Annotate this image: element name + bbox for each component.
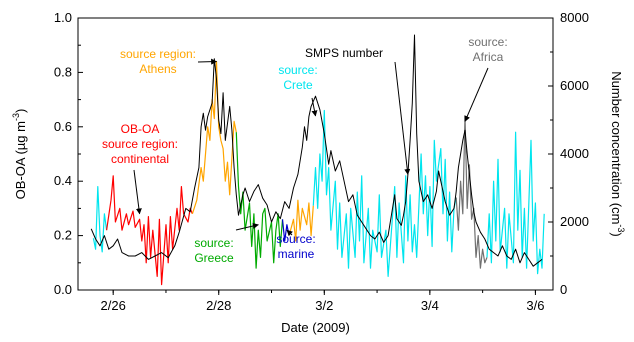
y-left-tick-label: 0.4 (54, 173, 72, 188)
x-tick-label: 3/6 (526, 298, 544, 313)
x-axis-label: Date (2009) (281, 320, 350, 335)
annotation-label: OB-OA source region: continental (102, 122, 178, 166)
annotation-arrow (311, 97, 318, 117)
y-right-tick-label: 2000 (560, 214, 589, 229)
y-right-axis-label: Number concentration (cm-3) (609, 71, 626, 237)
annotation-label: source: Africa (468, 35, 507, 64)
series-layer (90, 34, 545, 286)
smps-number-series-line (90, 34, 543, 267)
annotation-arrow (464, 67, 489, 122)
annotation-label: source: marine (276, 232, 315, 261)
ob-oa-series-segment-7 (312, 109, 457, 277)
ob-oa-series-segment-1 (92, 186, 108, 253)
ob-oa-series-segment-3 (191, 60, 237, 214)
annotation-label: source: Crete (278, 63, 317, 92)
annotation-arrow (286, 229, 293, 237)
annotation-arrow (394, 61, 411, 175)
y-left-tick-label: 1.0 (54, 10, 72, 25)
y-right-tick-label: 6000 (560, 78, 589, 93)
y-left-tick-label: 0.2 (54, 228, 72, 243)
annotation-label: source region: Athens (120, 47, 196, 76)
y-left-tick-label: 0.8 (54, 64, 72, 79)
ob-oa-series-segment-6 (288, 199, 314, 242)
annotation-arrow (133, 169, 142, 215)
ob-oa-series-segment-8 (455, 115, 488, 269)
x-tick-label: 2/28 (206, 298, 231, 313)
annotation-arrow (235, 223, 259, 231)
ob-oa-series-segment-4 (235, 132, 284, 269)
x-tick-label: 2/26 (101, 298, 126, 313)
y-right-tick-label: 0 (560, 282, 567, 297)
y-right-tick-label: 8000 (560, 10, 589, 25)
axes: 0.0 0.2 0.4 0.6 0.8 1.0 0 2000 4000 6000 8000 2/26 2… (11, 10, 626, 335)
ob-oa-series-segment-9 (486, 131, 545, 275)
y-right-tick-label: 4000 (560, 146, 589, 161)
y-left-tick-label: 0.6 (54, 119, 72, 134)
x-tick-label: 3/2 (315, 298, 333, 313)
annotations: OB-OA source region: continental source reg… (102, 35, 508, 265)
ob-oa-series-segment-2 (106, 175, 193, 286)
y-left-tick-label: 0.0 (54, 282, 72, 297)
annotation-label: source: Greece (194, 236, 234, 265)
x-tick-label: 3/4 (421, 298, 439, 313)
annotation-label: SMPS number (305, 46, 383, 60)
y-left-axis-label: OB-OA (µg m-3) (11, 109, 28, 200)
